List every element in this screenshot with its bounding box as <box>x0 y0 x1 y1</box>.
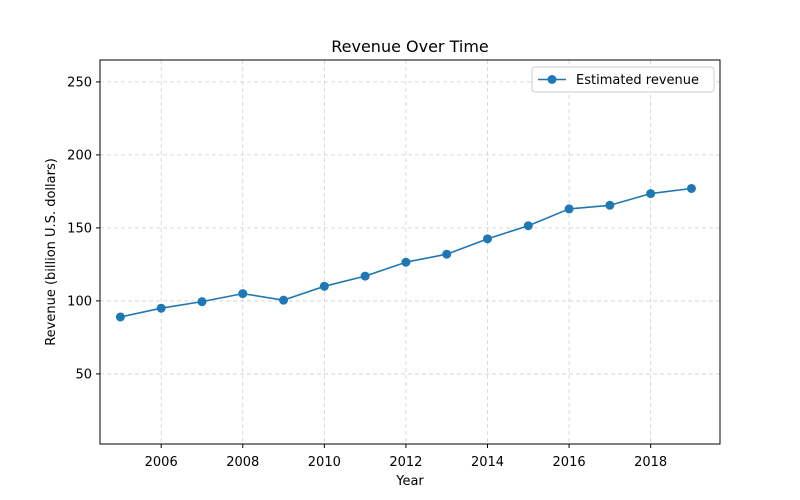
data-point <box>238 289 248 299</box>
x-tick-label: 2010 <box>308 455 341 470</box>
legend-box <box>531 66 715 93</box>
data-point <box>279 295 289 305</box>
y-tick-label: 50 <box>75 367 92 382</box>
data-point <box>319 281 329 291</box>
legend-marker-swatch <box>547 75 557 84</box>
x-tick-label: 2014 <box>471 455 504 470</box>
x-tick-label: 2006 <box>145 455 178 470</box>
x-tick-label: 2012 <box>389 455 422 470</box>
y-tick-label: 100 <box>67 294 92 309</box>
data-point <box>483 234 492 244</box>
series-layer <box>115 183 696 322</box>
y-axis-title: Revenue (billion U.S. dollars) <box>44 158 59 346</box>
data-point <box>197 297 207 307</box>
grid <box>100 60 720 444</box>
y-tick-label: 250 <box>67 75 92 90</box>
data-point <box>646 189 656 199</box>
x-tick-label: 2008 <box>226 455 259 470</box>
x-tick-label: 2018 <box>634 455 667 470</box>
axis-ticks: 2006 2008 2010 2012 2014 2016 2018 50 100 150 200 2… <box>67 75 667 470</box>
x-tick-label: 2016 <box>553 455 586 470</box>
data-point <box>156 303 166 313</box>
data-point <box>401 257 411 267</box>
data-point <box>686 183 696 193</box>
data-point <box>564 204 574 214</box>
data-point <box>115 312 125 322</box>
legend: Estimated revenue <box>531 66 715 93</box>
data-point <box>523 221 533 231</box>
x-axis-title: Year <box>395 474 424 489</box>
y-tick-label: 200 <box>67 148 92 163</box>
data-point <box>442 249 452 259</box>
legend-entry-estimated-revenue: Estimated revenue <box>576 73 699 88</box>
chart-title: Revenue Over Time <box>331 37 489 56</box>
data-point <box>605 200 615 210</box>
data-point <box>360 271 370 281</box>
y-tick-label: 150 <box>67 221 92 236</box>
plot-area-frame <box>99 59 721 445</box>
